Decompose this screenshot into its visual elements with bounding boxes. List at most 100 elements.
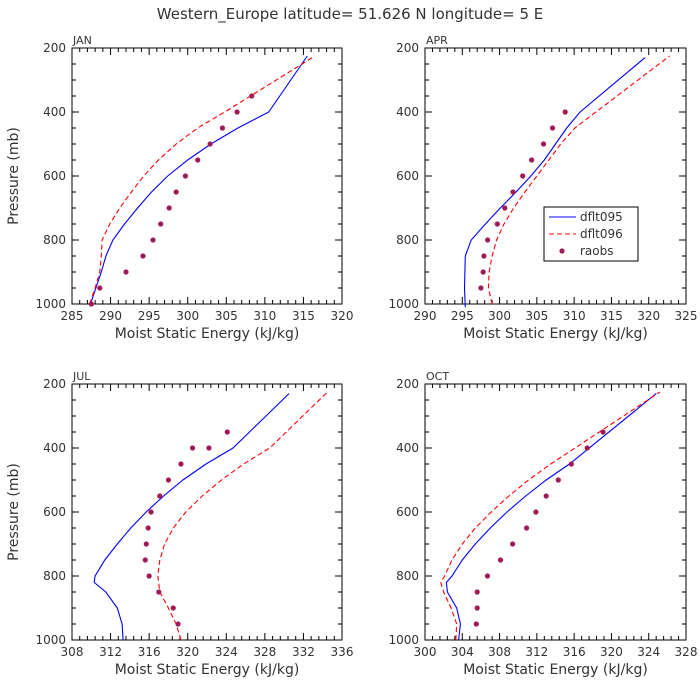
legend: dflt095 dflt096 raobs <box>543 206 639 262</box>
x-tick-label: 295 <box>138 309 161 323</box>
x-tick-label: 300 <box>414 645 437 659</box>
x-tick-label: 308 <box>488 645 511 659</box>
x-axis-label: Moist Static Energy (kJ/kg) <box>115 662 300 678</box>
x-tick-label: 324 <box>215 645 238 659</box>
x-tick-label: 310 <box>563 309 586 323</box>
panel-apr: APR 290 295 300 305 310 315 320 325 200 400 600 800 1… <box>388 34 697 342</box>
plot-frame <box>71 47 343 305</box>
raobs-point <box>143 541 149 547</box>
raobs-point <box>140 253 146 259</box>
x-tick-label: 328 <box>675 645 698 659</box>
series-raobs <box>142 429 230 627</box>
series-line-dflt096 <box>89 55 316 305</box>
raobs-point <box>249 93 255 99</box>
panel-label: JUL <box>72 370 91 383</box>
raobs-point <box>549 125 556 131</box>
raobs-point <box>173 189 179 195</box>
x-tick-label: 336 <box>331 645 354 659</box>
raobs-point <box>206 445 212 451</box>
x-tick-label: 312 <box>99 645 122 659</box>
x-tick-label: 316 <box>563 645 586 659</box>
legend-entry: dflt096 <box>580 227 623 241</box>
x-axis-label: Moist Static Energy (kJ/kg) <box>115 326 300 342</box>
plot-frame <box>424 47 687 305</box>
raobs-point <box>166 205 172 211</box>
panel-label: JAN <box>72 34 92 47</box>
x-axis-label: Moist Static Energy (kJ/kg) <box>463 662 648 678</box>
y-tick-label: 200 <box>43 377 66 391</box>
raobs-point <box>189 445 196 451</box>
series-line-dflt095 <box>445 393 657 641</box>
series-raobs <box>478 109 568 291</box>
panel-jan: JAN 285 290 295 300 305 310 315 320 200 400 600 800 1… <box>6 34 353 342</box>
raobs-point <box>481 253 487 259</box>
x-tick-label: 290 <box>99 309 122 323</box>
x-tick-label: 305 <box>525 309 548 323</box>
figure-title: Western_Europe latitude= 51.626 N longit… <box>157 5 543 24</box>
raobs-point <box>148 509 154 515</box>
raobs-point <box>150 237 156 243</box>
legend-marker <box>559 248 565 254</box>
raobs-point <box>145 525 151 531</box>
y-tick-label: 400 <box>43 441 66 455</box>
raobs-point <box>165 477 172 483</box>
series-raobs <box>473 429 606 627</box>
raobs-point <box>600 429 606 435</box>
raobs-point <box>170 605 176 611</box>
panel-label: APR <box>426 34 448 47</box>
raobs-point <box>484 573 491 579</box>
raobs-point <box>584 445 590 451</box>
y-tick-label: 800 <box>396 233 419 247</box>
x-tick-label: 310 <box>253 309 276 323</box>
y-tick-label: 200 <box>396 41 419 55</box>
raobs-point <box>510 189 516 195</box>
y-tick-label: 400 <box>396 441 419 455</box>
y-tick-label: 600 <box>396 169 419 183</box>
x-tick-label: 325 <box>675 309 698 323</box>
raobs-point <box>207 141 213 147</box>
raobs-point <box>88 301 94 307</box>
raobs-point <box>510 541 516 547</box>
legend-entry: raobs <box>580 244 614 258</box>
x-tick-label: 285 <box>61 309 84 323</box>
series-line-dflt095 <box>463 57 646 308</box>
panel-oct: OCT 300 304 308 312 316 320 324 328 200 400 600 800 1… <box>388 370 697 678</box>
raobs-point <box>474 589 480 595</box>
raobs-point <box>568 461 574 467</box>
raobs-point <box>533 509 539 515</box>
x-tick-label: 320 <box>331 309 354 323</box>
x-tick-label: 315 <box>292 309 315 323</box>
raobs-point <box>562 109 568 115</box>
y-tick-label: 1000 <box>388 633 419 647</box>
y-tick-label: 600 <box>43 169 66 183</box>
y-tick-label: 1000 <box>35 633 66 647</box>
y-tick-label: 200 <box>396 377 419 391</box>
raobs-point <box>157 493 163 499</box>
y-tick-label: 200 <box>43 41 66 55</box>
x-tick-label: 320 <box>637 309 660 323</box>
x-axis-label: Moist Static Energy (kJ/kg) <box>463 326 648 342</box>
panel-jul: JUL 308 312 316 320 324 328 332 336 200 400 600 800 1… <box>6 370 353 678</box>
raobs-point <box>97 285 103 291</box>
raobs-point <box>529 157 535 163</box>
x-tick-label: 312 <box>525 645 548 659</box>
plot-frame <box>424 383 687 641</box>
series-line-dflt095 <box>89 55 308 305</box>
raobs-point <box>182 173 188 179</box>
panel-label: OCT <box>426 370 449 383</box>
raobs-point <box>146 573 152 579</box>
raobs-point <box>224 429 230 435</box>
y-tick-label: 1000 <box>388 297 419 311</box>
raobs-point <box>158 221 164 227</box>
raobs-point <box>473 621 479 627</box>
series-line-dflt096 <box>440 391 661 641</box>
raobs-point <box>478 285 484 291</box>
series-raobs <box>88 93 255 307</box>
raobs-point <box>123 269 129 275</box>
raobs-point <box>497 557 504 563</box>
x-tick-label: 320 <box>600 645 623 659</box>
raobs-point <box>540 141 547 147</box>
y-axis-label: Pressure (mb) <box>6 127 22 225</box>
